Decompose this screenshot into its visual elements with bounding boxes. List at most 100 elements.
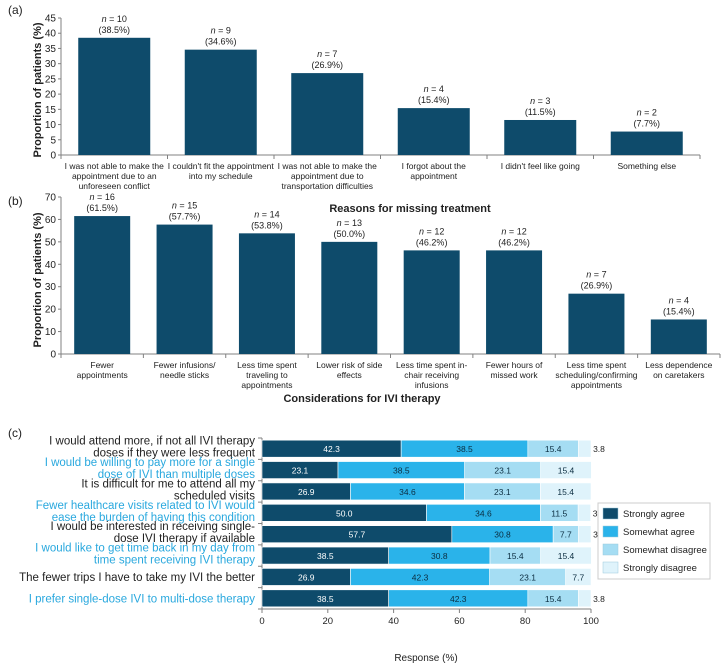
segment-value-label: 38.5 <box>456 444 473 454</box>
row-category-label: scheduled visits <box>174 490 255 502</box>
x-category-label: Less time spent <box>567 360 627 370</box>
segment-value-label: 15.4 <box>557 487 574 497</box>
bar-percent-label: (38.5%) <box>98 25 130 35</box>
legend-label: Strongly agree <box>623 509 685 520</box>
segment-value-label: 38.5 <box>393 466 410 476</box>
segment-value-label: 57.7 <box>349 530 366 540</box>
row-category-label: Fewer healthcare visits related to IVI w… <box>36 500 255 512</box>
y-tick-label: 60 <box>45 215 57 226</box>
x-tick-label: 80 <box>520 616 531 627</box>
x-category-label: Less dependence <box>645 360 712 370</box>
bar-count-label: n = 3 <box>530 96 550 106</box>
bar <box>184 49 257 155</box>
segment-value-label: 38.5 <box>317 594 334 604</box>
panel-c-xlabel: Response (%) <box>394 653 457 664</box>
x-tick-label: 60 <box>454 616 465 627</box>
panel-c-legend: Strongly agree Somewhat agree Somewhat dis… <box>597 502 711 580</box>
x-category-label: appointments <box>241 380 292 390</box>
legend-label: Somewhat disagree <box>623 545 707 556</box>
x-category-label: appointment due to <box>291 171 364 181</box>
x-category-label: into my schedule <box>189 171 253 181</box>
x-category-label: traveling to <box>246 370 288 380</box>
bar-count-label: n = 15 <box>172 201 197 211</box>
x-category-label: I forgot about the <box>402 161 467 171</box>
segment-value-label: 15.4 <box>558 551 575 561</box>
panel-b-ylabel: Proportion of patients (%) <box>32 212 44 347</box>
x-category-label: I couldn't fit the appointment <box>168 161 275 171</box>
bar-count-label: n = 4 <box>669 295 689 305</box>
segment-value-label: 30.8 <box>494 530 511 540</box>
x-category-label: infusions <box>415 380 449 390</box>
x-category-label: appointment <box>410 171 457 181</box>
bar-percent-label: (46.2%) <box>416 237 448 247</box>
stacked-segment <box>540 461 592 479</box>
segment-value-label: 7.7 <box>572 572 584 582</box>
panel-a-chart: 0 5 10 15 20 25 30 35 40 45 n = 10(38.5%) I was not… <box>45 14 701 191</box>
row-category-label: I would be willing to pay more for a sin… <box>45 457 255 469</box>
row-category-label: I would like to get time back in my day … <box>35 543 255 555</box>
segment-value-label: 3.8 <box>593 594 605 604</box>
bar-count-value: 9 <box>226 26 231 36</box>
bar-count-label: n = 14 <box>254 209 279 219</box>
x-category-label: appointments <box>571 380 622 390</box>
bar-percent-label: (53.8%) <box>251 220 283 230</box>
bar-count-label: n = 7 <box>317 49 337 59</box>
x-category-label: chair receiving <box>404 370 459 380</box>
y-tick-label: 30 <box>45 59 57 70</box>
x-tick-label: 40 <box>388 616 399 627</box>
x-category-label: effects <box>337 370 362 380</box>
row-category-label: It is difficult for me to attend all my <box>81 478 255 490</box>
panel-a-xlabel: Reasons for missing treatment <box>329 203 491 215</box>
bar <box>403 250 460 354</box>
y-tick-label: 45 <box>45 14 57 25</box>
panel-a-ylabel: Proportion of patients (%) <box>32 22 44 157</box>
y-tick-label: 50 <box>45 237 57 248</box>
panel-b-letter: (b) <box>8 194 23 208</box>
bar-percent-label: (46.2%) <box>498 237 530 247</box>
x-category-label: I didn't feel like going <box>501 161 580 171</box>
bar-count-value: 13 <box>352 218 362 228</box>
x-category-label: Lower risk of side <box>316 360 382 370</box>
segment-value-label: 15.4 <box>507 551 524 561</box>
bar <box>156 224 213 354</box>
bar-count-label: n = 2 <box>637 108 657 118</box>
bar-count-label: n = 9 <box>211 26 231 36</box>
bar-count-label: n = 16 <box>90 192 115 202</box>
bar <box>321 241 378 354</box>
segment-value-label: 23.1 <box>494 466 511 476</box>
row-category-label: time spent receiving IVI therapy <box>94 555 255 567</box>
bar <box>291 73 364 155</box>
legend-swatch <box>602 561 619 574</box>
bar-count-value: 14 <box>270 209 280 219</box>
stacked-segment <box>578 439 592 458</box>
bar <box>74 216 131 354</box>
bar <box>568 293 625 354</box>
row-category-label: dose of IVI than multiple doses <box>98 469 256 481</box>
bar <box>238 233 295 354</box>
bar-count-label: n = 10 <box>102 14 127 24</box>
y-tick-label: 20 <box>45 90 57 101</box>
x-category-label: Fewer infusions/ <box>154 360 217 370</box>
bar-count-value: 15 <box>187 201 197 211</box>
bar-percent-label: (15.4%) <box>418 95 450 105</box>
legend-label: Strongly disagree <box>623 563 697 574</box>
stacked-segment <box>540 482 592 501</box>
x-category-label: appointments <box>77 370 128 380</box>
bar-percent-label: (11.5%) <box>525 107 556 117</box>
panel-c-chart: 0 20 40 60 80 100 42.3 38.5 15.4 3.8 I would atten… <box>19 436 605 627</box>
row-category-label: I prefer single-dose IVI to multi-dose t… <box>29 593 256 605</box>
segment-value-label: 30.8 <box>431 551 448 561</box>
y-tick-label: 70 <box>45 193 57 204</box>
x-category-label: appointment due to an <box>72 171 157 181</box>
x-category-label: Less time spent in- <box>396 360 468 370</box>
x-category-label: needle sticks <box>160 370 209 380</box>
bar <box>486 250 543 354</box>
y-tick-label: 10 <box>45 327 57 338</box>
stacked-segment <box>540 546 592 565</box>
panel-c-letter: (c) <box>8 426 22 440</box>
bar <box>397 108 470 155</box>
y-tick-label: 20 <box>45 305 57 316</box>
segment-value-label: 34.6 <box>475 508 492 518</box>
panel-a-letter: (a) <box>8 3 23 17</box>
legend-swatch <box>602 543 619 556</box>
